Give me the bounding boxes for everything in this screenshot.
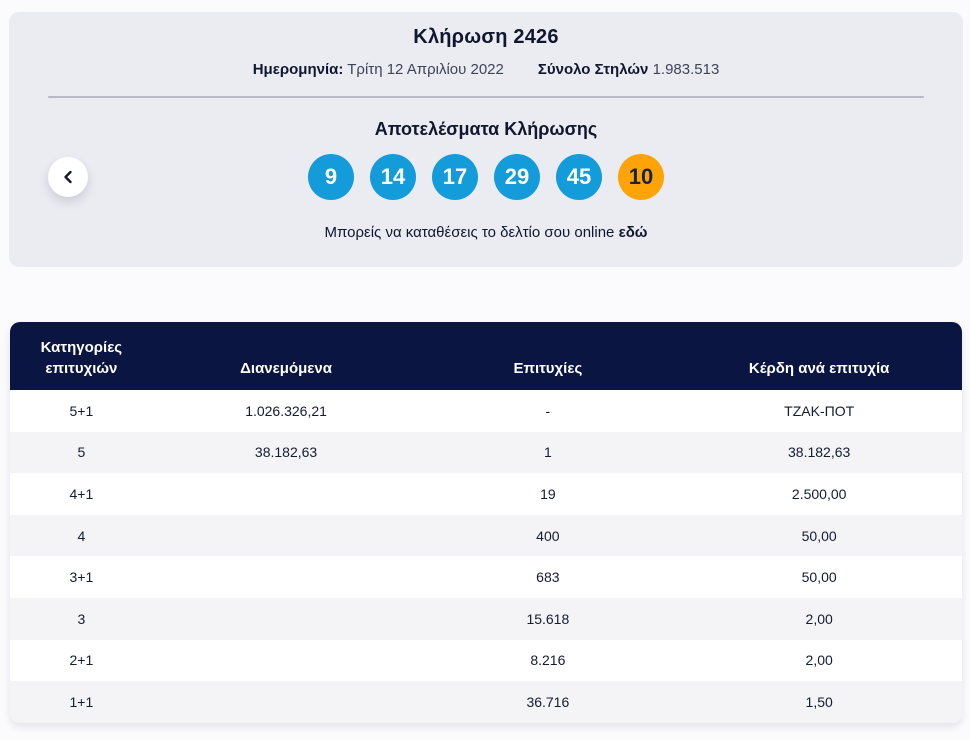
table-cell: 1	[543, 444, 552, 461]
divider	[48, 96, 924, 98]
number-ball: 45	[556, 154, 602, 200]
table-cell: 3	[77, 610, 86, 627]
table-cell: 5+1	[69, 402, 94, 419]
table-cell: 1,50	[805, 693, 833, 710]
number-ball: 29	[494, 154, 540, 200]
table-cell: 4+1	[69, 485, 94, 502]
table-cell: 38.182,63	[788, 444, 851, 461]
column-header-winnings-per-winner: Κέρδη ανά επιτυχία	[748, 360, 890, 377]
table-cell: ΤΖΑΚ-ΠΟΤ	[784, 402, 855, 419]
draw-title: Κλήρωση 2426	[413, 26, 559, 48]
joker-ball: 10	[618, 154, 664, 200]
table-row: 3+1 683 50,00	[10, 556, 962, 598]
winnings-table: Κατηγορίες επιτυχιών Διανεμόμενα Επιτυχί…	[10, 322, 962, 723]
total-columns-value: 1.983.513	[652, 61, 720, 78]
table-row: 4+1 19 2.500,00	[10, 473, 962, 515]
table-body: 5+1 1.026.326,21 - ΤΖΑΚ-ΠΟΤ 5 38.182,63 1 38.18…	[10, 390, 962, 723]
table-cell: 683	[536, 569, 560, 586]
table-cell: 2.500,00	[791, 485, 847, 502]
number-ball: 14	[370, 154, 416, 200]
results-title: Αποτελέσματα Κλήρωσης	[374, 119, 598, 139]
table-row: 3 15.618 2,00	[10, 597, 962, 640]
table-cell: 50,00	[801, 527, 837, 544]
total-columns-label: Σύνολο Στηλών	[537, 61, 649, 78]
table-cell: 2+1	[69, 652, 94, 669]
table-cell: 4	[77, 527, 86, 544]
table-cell: 1+1	[69, 693, 94, 710]
table-row: 5+1 1.026.326,21 - ΤΖΑΚ-ΠΟΤ	[10, 390, 962, 432]
table-cell: 5	[77, 444, 86, 461]
cta-text: Μπορείς να καταθέσεις το δελτίο σου onli…	[325, 223, 648, 243]
table-row: 2+1 8.216 2,00	[10, 639, 962, 682]
table-cell: 19	[540, 485, 556, 502]
table-cell: 400	[536, 527, 560, 544]
table-cell: 8.216	[530, 652, 566, 669]
column-header-winners: Επιτυχίες	[513, 360, 583, 377]
table-row: 1+1 36.716 1,50	[10, 681, 962, 723]
number-ball: 17	[432, 154, 478, 200]
draw-date-label: Ημερομηνία:	[252, 61, 344, 78]
column-header-distributed: Διανεμόμενα	[240, 360, 332, 377]
draw-meta: Ημερομηνία: Τρίτη 12 Απριλίου 2022 Σύνολ…	[253, 60, 720, 80]
table-row: 5 38.182,63 1 38.182,63	[10, 431, 962, 474]
drawn-numbers: 9 14 17 29 45 10	[308, 154, 664, 200]
table-cell: 15.618	[526, 610, 570, 627]
table-row: 4 400 50,00	[10, 514, 962, 557]
chevron-left-icon	[62, 170, 74, 184]
cta-link[interactable]: εδώ	[618, 224, 648, 241]
draw-date-value: Τρίτη 12 Απριλίου 2022	[347, 61, 504, 78]
total-columns: Σύνολο Στηλών 1.983.513	[538, 60, 719, 80]
number-ball: 9	[308, 154, 354, 200]
draw-summary-card: Κλήρωση 2426 Ημερομηνία: Τρίτη 12 Απριλί…	[9, 12, 963, 267]
draw-date: Ημερομηνία: Τρίτη 12 Απριλίου 2022	[253, 60, 504, 80]
previous-draw-button[interactable]	[48, 157, 88, 197]
table-header-row: Κατηγορίες επιτυχιών Διανεμόμενα Επιτυχί…	[10, 322, 962, 390]
table-cell: 2,00	[805, 652, 833, 669]
table-cell: 2,00	[805, 610, 833, 627]
table-cell: 36.716	[526, 693, 570, 710]
table-cell: 38.182,63	[254, 444, 318, 461]
table-cell: 50,00	[801, 569, 837, 586]
table-cell: 1.026.326,21	[245, 402, 327, 419]
cta-text-label: Μπορείς να καταθέσεις το δελτίο σου onli…	[324, 224, 615, 241]
column-header-categories: Κατηγορίες επιτυχιών	[40, 339, 123, 377]
table-cell: 3+1	[69, 569, 94, 586]
table-cell: -	[545, 402, 551, 419]
